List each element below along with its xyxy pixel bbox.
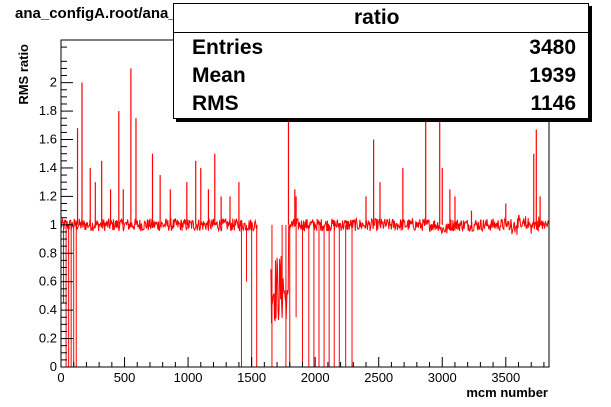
y-tick-label: 0.2 [39,331,57,346]
stats-row-rms: RMS 1146 [174,90,588,118]
y-tick-label: 1 [50,217,57,232]
x-tick-label: 2500 [364,370,393,385]
y-tick-label: 2 [50,75,57,90]
y-tick-label: 0.6 [39,274,57,289]
x-tick-label: 3500 [491,370,520,385]
y-tick-label: 1.4 [39,160,57,175]
mean-value: 1939 [529,62,576,90]
y-axis-title: RMS ratio [16,44,31,105]
y-tick-label: 0.8 [39,245,57,260]
y-tick-label: 0 [50,359,57,374]
entries-label: Entries [192,34,263,62]
y-tick-label: 1.2 [39,188,57,203]
x-tick-label: 3000 [428,370,457,385]
stats-divider [174,32,588,33]
x-tick-label: 2000 [301,370,330,385]
mean-label: Mean [192,62,246,90]
stats-row-mean: Mean 1939 [174,62,588,90]
rms-value: 1146 [530,90,576,118]
stats-row-entries: Entries 3480 [174,34,588,62]
x-tick-label: 500 [114,370,136,385]
x-tick-label: 1500 [237,370,266,385]
x-axis-title: mcm number [466,385,548,400]
x-tick-label: 0 [57,370,64,385]
rms-label: RMS [192,90,239,118]
stats-title: ratio [354,4,590,32]
y-tick-label: 0.4 [39,302,57,317]
y-tick-label: 1.6 [39,132,57,147]
entries-value: 3480 [529,34,576,62]
x-tick-label: 1000 [174,370,203,385]
y-tick-label: 1.8 [39,103,57,118]
stats-box: ratio Entries 3480 Mean 1939 RMS 1146 [173,3,589,119]
